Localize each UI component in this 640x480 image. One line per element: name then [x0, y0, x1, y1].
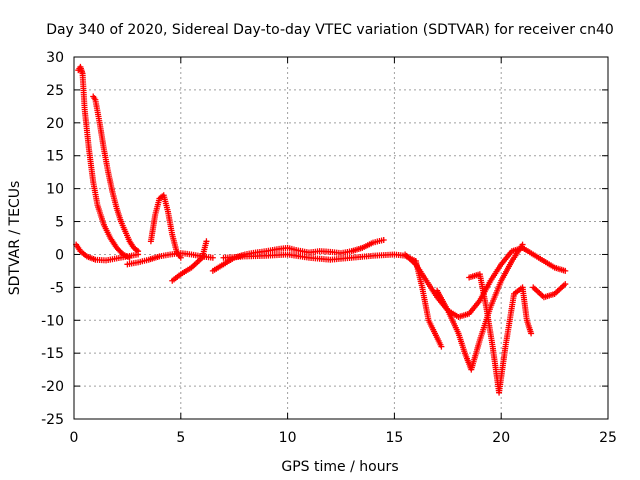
y-tick-label: 0	[55, 247, 64, 263]
x-axis-label: GPS time / hours	[281, 459, 398, 475]
data-point	[562, 281, 569, 288]
data-point	[135, 248, 142, 255]
y-tick-label: 30	[46, 50, 64, 66]
series-arc-3	[90, 93, 142, 255]
chart-title: Day 340 of 2020, Sidereal Day-to-day VTE…	[46, 22, 614, 38]
series-arc-1	[73, 241, 142, 264]
x-tick-label: 10	[279, 430, 297, 446]
data-point	[126, 254, 133, 261]
y-axis-ticks: -25 -20 -15 -10 -5 0 5 10 15 20 25 30	[41, 50, 608, 428]
series-arc-14	[530, 281, 569, 301]
series-arc-6	[169, 238, 210, 284]
series-arc-10	[412, 258, 445, 350]
x-tick-label: 15	[385, 430, 403, 446]
y-tick-label: 5	[55, 215, 64, 231]
y-tick-label: 20	[46, 116, 64, 132]
data-point	[203, 238, 210, 245]
x-tick-label: 5	[176, 430, 185, 446]
y-tick-label: 25	[46, 83, 64, 99]
series-arc-5	[147, 192, 184, 261]
y-tick-label: -10	[41, 313, 64, 329]
data-point	[209, 254, 216, 261]
x-tick-label: 25	[599, 430, 617, 446]
data-point	[528, 330, 535, 337]
y-tick-label: -5	[50, 280, 64, 296]
series-arc-8	[220, 251, 419, 265]
series-arc-12	[466, 271, 535, 396]
series-arc-2	[75, 63, 133, 261]
y-tick-label: -20	[41, 379, 64, 395]
y-tick-label: -25	[41, 412, 64, 428]
y-tick-label: -15	[41, 346, 64, 362]
data-points	[73, 63, 569, 396]
y-tick-label: 10	[46, 182, 64, 198]
grid-lines	[74, 57, 608, 419]
data-point	[438, 343, 445, 350]
y-tick-label: 15	[46, 149, 64, 165]
data-point	[562, 267, 569, 274]
data-point	[380, 236, 387, 243]
x-tick-label: 20	[492, 430, 510, 446]
y-axis-label: SDTVAR / TECUs	[7, 181, 23, 296]
series-arc-13	[519, 244, 569, 274]
data-point	[177, 254, 184, 261]
plot-frame	[73, 56, 609, 420]
x-tick-label: 0	[70, 430, 79, 446]
x-axis-ticks: 0 5 10 15 20 25	[70, 57, 617, 446]
